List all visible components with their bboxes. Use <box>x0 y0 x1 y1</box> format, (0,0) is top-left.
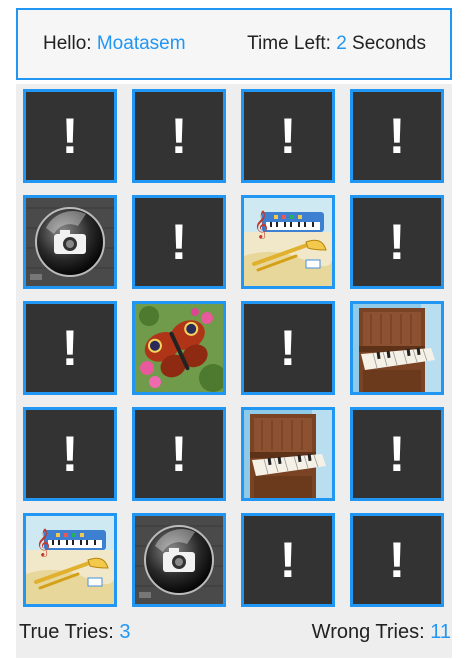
game-board: !!!!! 𝄞!!!!!! 𝄞!! <box>16 84 452 658</box>
wrong-tries-label: Wrong Tries: <box>311 621 425 643</box>
exclamation-mark: ! <box>279 532 297 588</box>
card-hidden[interactable]: ! <box>132 407 226 501</box>
piano-image <box>353 304 441 392</box>
piano-image <box>244 410 332 498</box>
exclamation-mark: ! <box>388 426 406 482</box>
exclamation-mark: ! <box>61 320 79 376</box>
card-hidden[interactable]: ! <box>23 301 117 395</box>
card-hidden[interactable]: ! <box>132 89 226 183</box>
exclamation-mark: ! <box>170 426 188 482</box>
card-hidden[interactable]: ! <box>23 89 117 183</box>
card-hidden[interactable]: ! <box>23 407 117 501</box>
info-bar: Hello: Moatasem Time Left: 2 Seconds <box>16 8 452 80</box>
card-grid: !!!!! 𝄞!!!!!! 𝄞!! <box>23 89 444 607</box>
camera-image <box>26 198 114 286</box>
svg-text:𝄞: 𝄞 <box>36 528 50 557</box>
exclamation-mark: ! <box>61 108 79 164</box>
wrong-tries-value: 11 <box>430 621 451 643</box>
exclamation-mark: ! <box>279 320 297 376</box>
card-hidden[interactable]: ! <box>350 407 444 501</box>
card-hidden[interactable]: ! <box>350 195 444 289</box>
music-instruments-image: 𝄞 <box>26 516 114 604</box>
exclamation-mark: ! <box>61 426 79 482</box>
true-tries-label: True Tries: <box>19 621 114 643</box>
time-left-label: Time Left: <box>247 33 331 54</box>
timer: Time Left: 2 Seconds <box>247 33 426 55</box>
exclamation-mark: ! <box>388 532 406 588</box>
exclamation-mark: ! <box>388 108 406 164</box>
card-revealed-piano[interactable] <box>241 407 335 501</box>
card-revealed-music[interactable]: 𝄞 <box>241 195 335 289</box>
wrong-tries: Wrong Tries: 11 <box>312 621 451 644</box>
svg-text:𝄞: 𝄞 <box>254 210 268 239</box>
card-hidden[interactable]: ! <box>132 195 226 289</box>
card-hidden[interactable]: ! <box>350 89 444 183</box>
butterfly-image <box>135 304 223 392</box>
exclamation-mark: ! <box>388 214 406 270</box>
card-revealed-butterfly[interactable] <box>132 301 226 395</box>
time-left-value: 2 <box>336 33 347 54</box>
camera-image <box>135 516 223 604</box>
true-tries-value: 3 <box>119 621 131 643</box>
time-unit: Seconds <box>352 33 426 54</box>
card-hidden[interactable]: ! <box>241 89 335 183</box>
card-revealed-piano[interactable] <box>350 301 444 395</box>
player-name: Moatasem <box>96 33 186 54</box>
score-footer: True Tries: 3 Wrong Tries: 11 <box>19 621 451 644</box>
card-hidden[interactable]: ! <box>241 513 335 607</box>
card-revealed-camera[interactable] <box>132 513 226 607</box>
exclamation-mark: ! <box>279 108 297 164</box>
music-instruments-image: 𝄞 <box>244 198 332 286</box>
card-hidden[interactable]: ! <box>350 513 444 607</box>
true-tries: True Tries: 3 <box>19 621 131 644</box>
card-hidden[interactable]: ! <box>241 301 335 395</box>
greeting-label: Hello: <box>43 33 92 54</box>
card-revealed-music[interactable]: 𝄞 <box>23 513 117 607</box>
exclamation-mark: ! <box>170 214 188 270</box>
card-revealed-camera[interactable] <box>23 195 117 289</box>
greeting: Hello: Moatasem <box>43 33 186 55</box>
exclamation-mark: ! <box>170 108 188 164</box>
